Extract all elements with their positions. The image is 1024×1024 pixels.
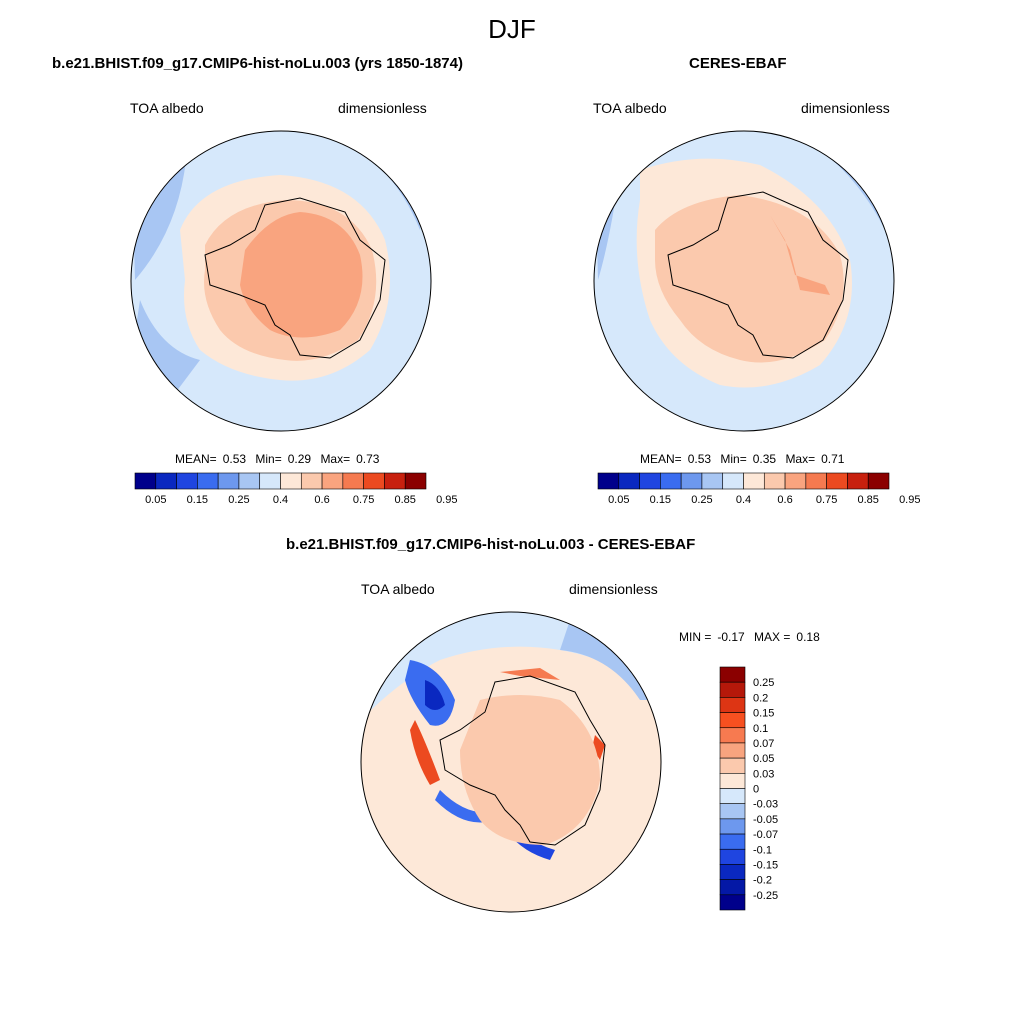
panel-1-stats: MEAN= 0.53 Min= 0.29 Max= 0.73: [175, 452, 380, 466]
colorbar-tick-label: 0.05: [753, 753, 774, 765]
colorbar-tick-label: 0.03: [753, 768, 774, 780]
colorbar-box: [363, 472, 385, 490]
panel-3-stats: MIN = -0.17 MAX = 0.18: [679, 630, 820, 644]
colorbar-box: [701, 472, 724, 490]
colorbar-box: [722, 472, 744, 490]
colorbar-box: [719, 697, 746, 713]
panel-2-title: CERES-EBAF: [689, 55, 787, 72]
colorbar-box: [217, 472, 240, 490]
colorbar-tick-label: 0.85: [858, 494, 879, 506]
map-ceres-frame: [593, 130, 895, 432]
colorbar-tick-label: -0.25: [753, 890, 778, 902]
colorbar-box: [280, 472, 302, 490]
colorbar-box: [197, 472, 219, 490]
colorbar-difference: 0.25 0.2 0.15 0.1 0.07 0.05 0.03 0 -0.03 -0.05 -0.…: [719, 666, 778, 911]
colorbar-tick-label: 0.05: [145, 494, 166, 506]
map-model-frame: [130, 130, 432, 432]
colorbar-tick-label: 0.25: [691, 494, 712, 506]
map-difference: [361, 612, 661, 912]
colorbar-tick-label: -0.07: [753, 829, 778, 841]
colorbar-tick-label: 0.15: [187, 494, 208, 506]
panel-3-variable: TOA albedo: [361, 581, 435, 597]
colorbar-box: [719, 757, 746, 774]
colorbar-box: [660, 472, 682, 490]
colorbar-tick-label: 0.6: [777, 494, 792, 506]
colorbar-tick-label: 0.75: [353, 494, 374, 506]
colorbar-tick-label: -0.03: [753, 799, 778, 811]
colorbar-box: [719, 742, 746, 759]
colorbar-tick-label: 0.25: [228, 494, 249, 506]
panel-3-units: dimensionless: [569, 581, 658, 597]
panel-1-title: b.e21.BHIST.f09_g17.CMIP6-hist-noLu.003 …: [52, 55, 463, 72]
colorbar-box: [805, 472, 827, 490]
map-difference-frame: [360, 611, 662, 913]
colorbar-box: [719, 681, 746, 698]
colorbar-box: [155, 472, 177, 490]
colorbar-box: [300, 472, 323, 490]
colorbar-tick-label: -0.05: [753, 814, 778, 826]
colorbar-box: [743, 472, 765, 490]
colorbar-box: [238, 472, 261, 490]
colorbar-box: [826, 472, 848, 490]
panel-3-title: b.e21.BHIST.f09_g17.CMIP6-hist-noLu.003 …: [286, 536, 696, 553]
colorbar-box: [719, 788, 746, 804]
panel-1-variable: TOA albedo: [130, 100, 204, 116]
map-ceres: [594, 131, 894, 431]
colorbar-box: [719, 879, 746, 896]
colorbar-box: [342, 472, 364, 490]
panel-2-variable: TOA albedo: [593, 100, 667, 116]
colorbar-tick-label: 0.2: [753, 692, 768, 704]
colorbar-box: [867, 472, 890, 490]
colorbar-tick-label: 0.4: [736, 494, 751, 506]
colorbar-tick-label: -0.2: [753, 875, 772, 887]
colorbar-model: 0.05 0.15 0.25 0.4 0.6 0.75 0.85 0.95: [134, 472, 457, 506]
colorbar-box: [639, 472, 661, 490]
colorbar-box: [784, 472, 807, 490]
colorbar-tick-label: 0.4: [273, 494, 288, 506]
colorbar-tick-label: 0.05: [608, 494, 629, 506]
colorbar-tick-label: 0.1: [753, 723, 768, 735]
colorbar-tick-label: 0.15: [753, 708, 774, 720]
colorbar-tick-label: 0.15: [650, 494, 671, 506]
colorbar-box: [384, 472, 406, 490]
colorbar-box: [719, 727, 746, 744]
colorbar-ceres: 0.05 0.15 0.25 0.4 0.6 0.75 0.85 0.95: [597, 472, 920, 506]
panel-2-stats: MEAN= 0.53 Min= 0.35 Max= 0.71: [640, 452, 845, 466]
colorbar-tick-label: 0.85: [395, 494, 416, 506]
map-model: [131, 131, 431, 431]
colorbar-box: [618, 472, 640, 490]
colorbar-tick-label: -0.15: [753, 859, 778, 871]
colorbar-tick-label: 0.75: [816, 494, 837, 506]
panel-1-units: dimensionless: [338, 100, 427, 116]
colorbar-box: [259, 472, 281, 490]
colorbar-tick-label: 0.25: [753, 677, 774, 689]
colorbar-box: [176, 472, 198, 490]
colorbar-box: [719, 894, 746, 911]
colorbar-box: [719, 818, 746, 835]
colorbar-tick-label: 0.95: [899, 494, 920, 506]
colorbar-box: [719, 666, 746, 683]
colorbar-box: [680, 472, 703, 490]
panel-2-units: dimensionless: [801, 100, 890, 116]
colorbar-box: [321, 472, 344, 490]
colorbar-tick-label: -0.1: [753, 844, 772, 856]
colorbar-box: [597, 472, 620, 490]
colorbar-box: [763, 472, 786, 490]
colorbar-box: [719, 864, 746, 880]
colorbar-box: [719, 848, 746, 865]
colorbar-box: [847, 472, 869, 490]
figure-title: DJF: [488, 14, 536, 44]
colorbar-box: [719, 773, 746, 789]
colorbar-box: [719, 803, 746, 820]
colorbar-box: [719, 712, 746, 729]
colorbar-box: [719, 833, 746, 850]
colorbar-tick-label: 0.6: [314, 494, 329, 506]
colorbar-tick-label: 0: [753, 784, 759, 796]
colorbar-box: [134, 472, 157, 490]
colorbar-box: [404, 472, 427, 490]
colorbar-tick-label: 0.07: [753, 738, 774, 750]
colorbar-tick-label: 0.95: [436, 494, 457, 506]
